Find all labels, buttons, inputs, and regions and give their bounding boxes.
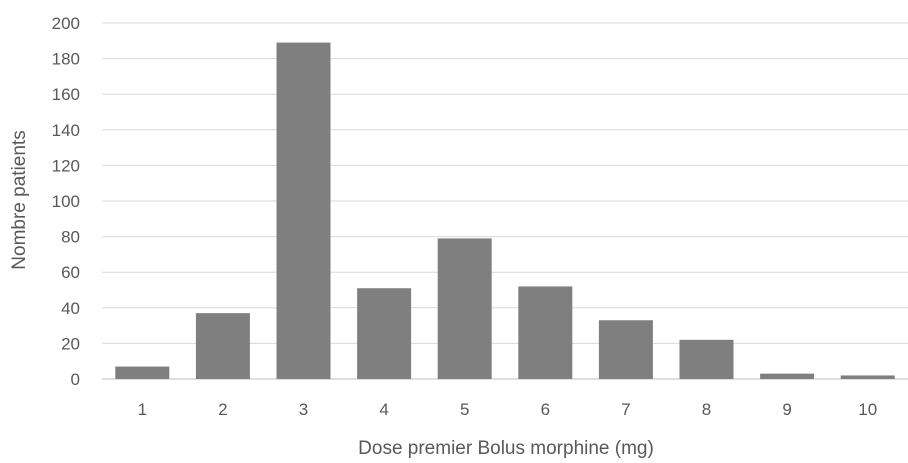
x-tick-label: 8 xyxy=(702,400,711,419)
y-axis-title: Nombre patients xyxy=(9,130,30,269)
bar-2 xyxy=(195,313,250,379)
x-tick-label: 5 xyxy=(460,400,469,419)
bar-7 xyxy=(598,320,653,379)
y-tick-label: 200 xyxy=(52,14,80,33)
y-tick-label: 0 xyxy=(71,370,80,389)
bar-4 xyxy=(357,288,412,379)
bar-10 xyxy=(840,375,895,379)
x-tick-label: 6 xyxy=(541,400,550,419)
x-tick-label: 1 xyxy=(138,400,147,419)
bar-9 xyxy=(760,373,815,379)
y-tick-label: 40 xyxy=(61,299,80,318)
y-tick-labels: 0 20 40 60 80 100 120 140 160 180 200 xyxy=(52,14,80,389)
y-tick-label: 140 xyxy=(52,121,80,140)
x-tick-label: 2 xyxy=(218,400,227,419)
bar-6 xyxy=(518,286,573,379)
y-tick-label: 60 xyxy=(61,263,80,282)
y-tick-label: 160 xyxy=(52,85,80,104)
x-tick-labels: 1 2 3 4 5 6 7 8 9 10 xyxy=(138,400,878,419)
y-tick-label: 20 xyxy=(61,334,80,353)
y-tick-label: 180 xyxy=(52,50,80,69)
bars xyxy=(115,42,895,379)
x-tick-label: 3 xyxy=(299,400,308,419)
bar-8 xyxy=(679,339,734,379)
x-tick-label: 7 xyxy=(621,400,630,419)
x-axis-title: Dose premier Bolus morphine (mg) xyxy=(358,438,654,459)
x-tick-label: 9 xyxy=(782,400,791,419)
y-tick-label: 100 xyxy=(52,192,80,211)
x-tick-label: 10 xyxy=(858,400,877,419)
x-tick-label: 4 xyxy=(379,400,388,419)
bar-3 xyxy=(276,42,331,379)
bar-1 xyxy=(115,366,170,379)
y-tick-label: 80 xyxy=(61,228,80,247)
bar-5 xyxy=(437,238,492,379)
y-tick-label: 120 xyxy=(52,156,80,175)
